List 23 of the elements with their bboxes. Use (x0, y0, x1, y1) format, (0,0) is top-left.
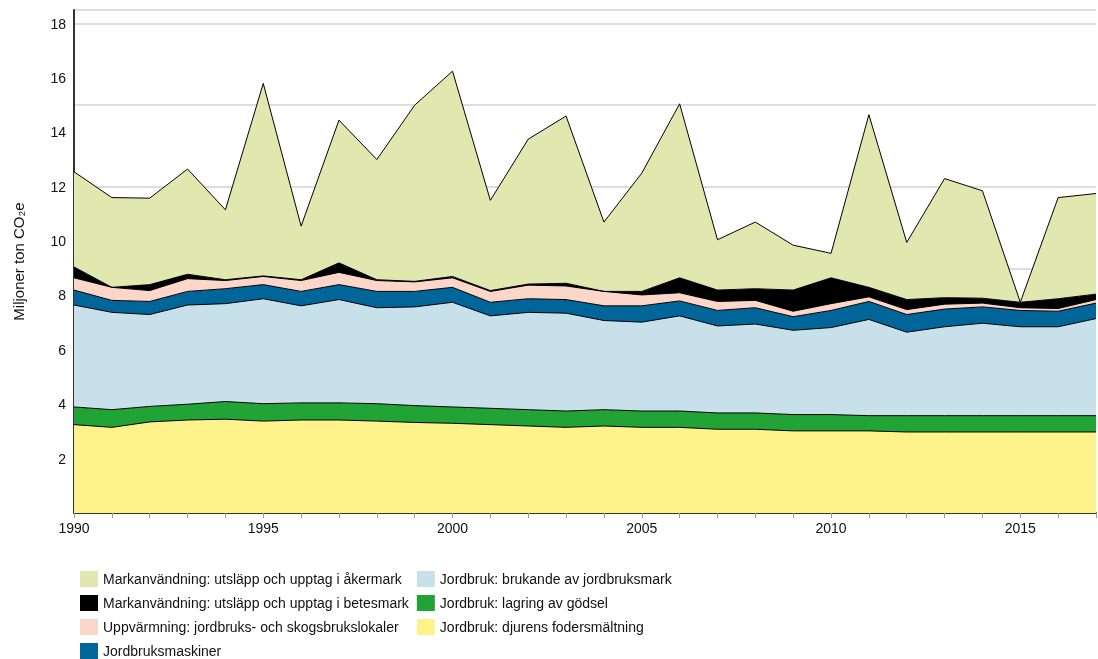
y-tick-label: 12 (50, 178, 67, 195)
x-tick-label: 1995 (247, 520, 280, 536)
x-tick-label: 1990 (58, 520, 90, 536)
x-tick-label: 2015 (1004, 520, 1037, 536)
x-tick-label: 2010 (815, 520, 847, 536)
y-axis-title: Miljoner ton CO₂e (10, 202, 27, 321)
y-tick-label: 10 (50, 233, 67, 250)
y-tick-label: 18 (50, 15, 67, 32)
x-tick-label: 2000 (436, 520, 469, 536)
y-tick-label: 2 (58, 450, 67, 467)
y-tick-label: 4 (58, 396, 67, 413)
legend-label: Markanvändning: utsläpp och upptag i betesmark (103, 595, 410, 611)
y-tick-label: 16 (50, 69, 67, 86)
legend-label: Markanvändning: utsläpp och upptag i åkermark (103, 571, 403, 587)
y-tick-label: 6 (58, 341, 67, 358)
x-tick-label: 2005 (626, 520, 658, 536)
legend-label: Jordbruksmaskiner (103, 643, 222, 659)
legend-label: Jordbruk: lagring av gödsel (439, 595, 608, 611)
legend-label: Jordbruk: djurens fodersmältning (439, 619, 644, 635)
legend-label: Uppvärmning: jordbruks- och skogsbrukslokaler (103, 619, 400, 635)
y-tick-label: 8 (58, 287, 67, 304)
legend-label: Jordbruk: brukande av jordbruksmark (439, 571, 673, 587)
y-tick-label: 14 (50, 124, 67, 141)
